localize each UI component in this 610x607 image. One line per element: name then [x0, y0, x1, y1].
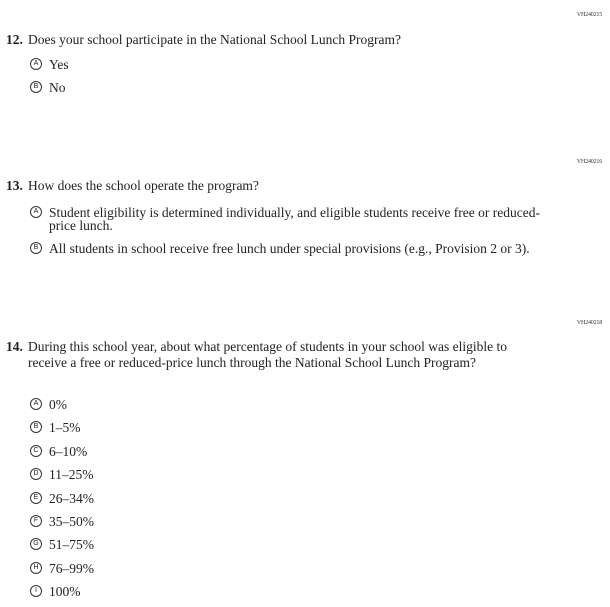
option-b[interactable]: B 1–5% — [30, 420, 590, 436]
question-text: Does your school participate in the Nati… — [28, 32, 402, 47]
question-number: 13. — [6, 178, 23, 193]
question-12: 12. Does your school participate in the N… — [6, 32, 526, 48]
option-d[interactable]: D 11–25% — [30, 468, 590, 481]
option-individual[interactable]: A Student eligibility is determined indiv… — [30, 206, 540, 232]
option-label: 35–50% — [49, 514, 94, 529]
option-yes[interactable]: A Yes — [30, 58, 590, 71]
option-h[interactable]: H 76–99% — [30, 562, 590, 575]
option-a[interactable]: A 0% — [30, 398, 590, 411]
option-label: 1–5% — [49, 420, 81, 436]
option-label: 76–99% — [49, 560, 94, 576]
option-label: 51–75% — [49, 537, 94, 553]
radio-bubble[interactable]: C — [30, 444, 42, 457]
radio-bubble[interactable]: A — [30, 58, 42, 70]
radio-bubble[interactable]: E — [30, 491, 42, 504]
option-special-provisions[interactable]: B All students in school receive free lun… — [30, 242, 590, 255]
radio-bubble[interactable]: G — [30, 538, 42, 551]
radio-bubble[interactable]: H — [30, 561, 42, 574]
option-label: All students in school receive free lunc… — [49, 241, 530, 256]
question-13: 13. How does the school operate the progr… — [6, 178, 526, 194]
radio-bubble[interactable]: B — [30, 81, 42, 93]
option-c[interactable]: C 6–10% — [30, 445, 590, 458]
item-code: VH240215 — [576, 12, 602, 18]
question-text: During this school year, about what perc… — [28, 339, 507, 370]
option-label: Yes — [49, 57, 69, 72]
radio-bubble[interactable]: B — [30, 242, 42, 254]
radio-bubble[interactable]: D — [30, 468, 42, 481]
question-text: How does the school operate the program? — [28, 178, 259, 193]
option-label: Student eligibility is determined indivi… — [49, 205, 540, 233]
item-code: VH240218 — [576, 320, 602, 326]
option-label: No — [49, 80, 66, 95]
option-no[interactable]: B No — [30, 81, 590, 94]
option-i[interactable]: I 100% — [30, 585, 590, 598]
item-code: VH240216 — [576, 159, 602, 165]
radio-bubble[interactable]: I — [30, 585, 42, 598]
radio-bubble[interactable]: A — [30, 206, 42, 218]
option-g[interactable]: G 51–75% — [30, 537, 590, 553]
option-label: 100% — [49, 584, 81, 600]
radio-bubble[interactable]: F — [30, 515, 42, 527]
question-number: 12. — [6, 32, 23, 47]
option-e[interactable]: E 26–34% — [30, 490, 590, 506]
option-label: 6–10% — [49, 443, 88, 459]
question-14: 14. During this school year, about what p… — [6, 339, 521, 370]
radio-bubble[interactable]: B — [30, 421, 42, 434]
option-f[interactable]: F 35–50% — [30, 515, 590, 528]
question-number: 14. — [6, 339, 23, 354]
option-label: 11–25% — [49, 467, 94, 483]
radio-bubble[interactable]: A — [30, 398, 42, 410]
option-label: 0% — [49, 397, 67, 412]
option-label: 26–34% — [49, 490, 94, 506]
